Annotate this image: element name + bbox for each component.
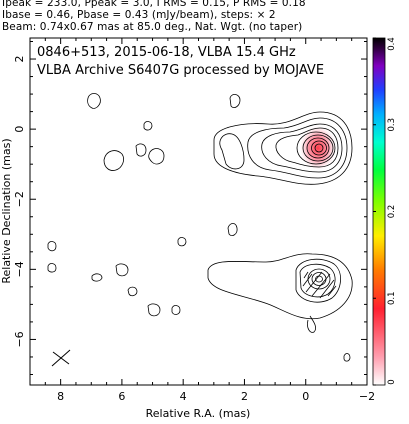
core-intensity-glow: [300, 126, 336, 170]
noise-contour: [171, 305, 181, 315]
beam-marker: [51, 349, 71, 367]
x-tick-label: 4: [180, 390, 187, 403]
x-axis-title: Relative R.A. (mas): [146, 407, 251, 420]
x-tick-label: −2: [359, 390, 375, 403]
noise-contour: [87, 93, 101, 109]
colorbar-tick-label: 0.2: [387, 205, 397, 219]
noise-contours: [47, 93, 351, 362]
x-tick-label: 0: [302, 390, 309, 403]
core-contour-3: [261, 123, 343, 173]
header-line-1: Ipeak = 233.0, Ppeak = 3.0, I RMS = 0.15…: [2, 0, 306, 9]
colorbar-tick-label: 0.3: [387, 118, 397, 132]
lower-contour-tail: [307, 315, 317, 333]
core-contours: [213, 111, 353, 185]
noise-contour: [143, 121, 153, 131]
core-contour-5: [296, 131, 336, 165]
noise-contour: [135, 143, 147, 157]
noise-contour: [103, 150, 124, 171]
lower-contour-hatch: [302, 271, 337, 299]
core-contour-9: [314, 143, 324, 153]
noise-contour: [177, 237, 187, 247]
noise-contour: [229, 94, 241, 108]
colorbar-ticks: 0 0.1 0.2 0.3 0.4: [373, 37, 397, 386]
lower-contour-outer: [207, 253, 353, 320]
plot-frame: [29, 37, 368, 386]
colorbar-tick-label: 0.1: [387, 291, 397, 305]
noise-contour: [47, 241, 57, 252]
x-tick-label: 8: [57, 390, 64, 403]
colorbar-tick-label: 0: [387, 379, 397, 384]
noise-contour: [115, 263, 129, 277]
beam-minor-axis: [51, 349, 71, 367]
noise-contour: [148, 148, 165, 165]
core-contour-7: [306, 137, 330, 159]
core-contour-6: [302, 134, 334, 162]
noise-contour: [47, 263, 57, 273]
y-axis-title: Relative Declination (mas): [0, 138, 13, 283]
contour-layer: [47, 93, 353, 367]
core-contour-2: [247, 117, 348, 179]
y-tick-label: 2: [13, 56, 26, 63]
core-contour-loop: [219, 133, 245, 170]
y-tick-label: −6: [13, 331, 26, 347]
x-tick-label: 6: [118, 390, 125, 403]
lower-contour-2: [295, 258, 341, 303]
inner-title-line-1: 0846+513, 2015-06-18, VLBA 15.4 GHz: [37, 45, 296, 60]
noise-contour: [127, 286, 138, 297]
y-tick-label: −4: [13, 261, 26, 277]
core-contour-4: [275, 127, 339, 168]
core-contour-8: [311, 140, 327, 156]
noise-contour: [343, 353, 351, 362]
y-tick-label: −2: [13, 191, 26, 207]
lower-component-contours: [207, 253, 353, 333]
axes-group: 8 6 4 2 0 −2 2 0 −2 −4 −6: [13, 38, 375, 403]
noise-contour: [147, 303, 161, 317]
header-line-3: Beam: 0.74x0.67 mas at 85.0 deg., Nat. W…: [2, 21, 303, 33]
header-line-2: Ibase = 0.46, Pbase = 0.43 (mJy/beam), s…: [2, 9, 276, 21]
colorbar-tick-label: 0.4: [387, 37, 397, 51]
inner-title-line-2: VLBA Archive S6407G processed by MOJAVE: [37, 63, 324, 78]
noise-contour: [91, 273, 103, 282]
lower-contour-3: [299, 263, 336, 298]
x-tick-label: 2: [241, 390, 248, 403]
core-contour-outer: [213, 111, 353, 185]
noise-contour: [227, 223, 238, 236]
y-tick-label: 0: [13, 126, 26, 133]
